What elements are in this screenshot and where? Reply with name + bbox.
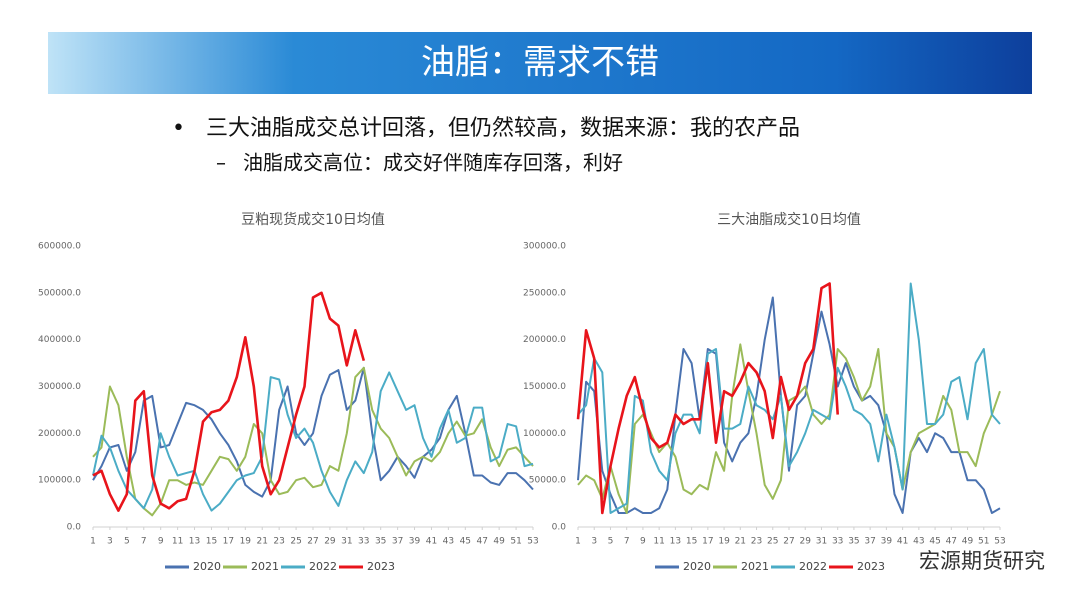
legend-label: 2021 <box>741 560 769 573</box>
chart-title: 豆粕现货成交10日均值 <box>241 211 385 228</box>
x-tick-label: 47 <box>477 537 488 547</box>
slide-title: 油脂：需求不错 <box>421 43 659 83</box>
series-line <box>92 371 534 512</box>
x-tick-label: 43 <box>913 537 924 547</box>
legend-label: 2023 <box>367 560 395 573</box>
x-tick-label: 15 <box>686 537 697 547</box>
x-tick-label: 5 <box>608 537 614 547</box>
series-line <box>92 366 534 498</box>
x-tick-label: 33 <box>358 537 369 547</box>
x-tick-label: 27 <box>307 537 318 547</box>
x-tick-label: 11 <box>172 537 183 547</box>
chart-title: 三大油脂成交10日均值 <box>717 211 861 228</box>
y-tick-label: 250000.0 <box>523 288 566 298</box>
x-tick-label: 17 <box>702 537 713 547</box>
x-tick-label: 31 <box>341 537 352 547</box>
x-tick-label: 33 <box>832 537 843 547</box>
x-tick-label: 37 <box>864 537 875 547</box>
x-tick-label: 25 <box>767 537 778 547</box>
x-tick-label: 41 <box>897 537 908 547</box>
x-tick-label: 21 <box>735 537 746 547</box>
y-tick-label: 150000.0 <box>523 382 566 392</box>
x-tick-label: 25 <box>290 537 301 547</box>
x-tick-label: 1 <box>575 537 581 547</box>
y-tick-label: 0.0 <box>67 523 82 533</box>
x-tick-label: 13 <box>670 537 681 547</box>
x-tick-label: 3 <box>591 537 597 547</box>
x-tick-label: 41 <box>426 537 437 547</box>
y-tick-label: 300000.0 <box>523 242 566 252</box>
legend-label: 2023 <box>857 560 885 573</box>
series-line <box>92 366 534 517</box>
x-tick-label: 19 <box>240 537 252 547</box>
x-tick-label: 29 <box>324 537 336 547</box>
series-line <box>92 291 366 512</box>
series-line <box>576 282 839 515</box>
x-tick-label: 23 <box>273 537 284 547</box>
legend-label: 2021 <box>251 560 279 573</box>
y-tick-label: 200000.0 <box>523 335 566 345</box>
x-tick-label: 37 <box>392 537 403 547</box>
bullet-dot: • <box>172 116 185 141</box>
legend-label: 2020 <box>193 560 221 573</box>
y-tick-label: 50000.0 <box>529 476 566 486</box>
x-tick-label: 35 <box>848 537 859 547</box>
y-tick-label: 300000.0 <box>38 382 81 392</box>
y-tick-label: 600000.0 <box>38 242 81 252</box>
x-tick-label: 49 <box>962 537 974 547</box>
charts: 豆粕现货成交10日均值 0.0 100000.0 200000.0 300000.0 40… <box>38 211 1006 573</box>
x-tick-label: 13 <box>189 537 200 547</box>
x-tick-label: 29 <box>800 537 812 547</box>
series-line <box>577 296 1001 514</box>
y-tick-label: 400000.0 <box>38 335 81 345</box>
x-tick-label: 7 <box>624 537 630 547</box>
x-tick-label: 51 <box>978 537 989 547</box>
x-tick-label: 39 <box>881 537 893 547</box>
bullet: 三大油脂成交总计回落，但仍然较高，数据来源：我的农产品 <box>206 116 800 141</box>
x-tick-label: 39 <box>409 537 421 547</box>
x-tick-label: 49 <box>493 537 505 547</box>
x-tick-label: 21 <box>257 537 268 547</box>
brand: 宏源期货研究 <box>919 549 1045 573</box>
x-tick-label: 3 <box>107 537 113 547</box>
sub-bullet-dash: – <box>216 151 226 175</box>
x-tick-label: 27 <box>783 537 794 547</box>
title-bar <box>48 32 1032 94</box>
y-tick-label: 100000.0 <box>38 476 81 486</box>
x-tick-label: 35 <box>375 537 386 547</box>
x-tick-label: 45 <box>460 537 471 547</box>
x-tick-label: 5 <box>124 537 130 547</box>
x-tick-label: 1 <box>90 537 96 547</box>
x-tick-label: 9 <box>640 537 646 547</box>
x-tick-label: 23 <box>751 537 762 547</box>
x-tick-label: 53 <box>994 537 1005 547</box>
legend-label: 2020 <box>683 560 711 573</box>
x-tick-label: 51 <box>510 537 521 547</box>
y-tick-label: 500000.0 <box>38 288 81 298</box>
series-line <box>577 282 1001 514</box>
y-tick-label: 200000.0 <box>38 429 81 439</box>
x-tick-label: 7 <box>141 537 147 547</box>
legend-label: 2022 <box>309 560 337 573</box>
legend-label: 2022 <box>799 560 827 573</box>
x-tick-label: 9 <box>158 537 164 547</box>
x-tick-label: 19 <box>718 537 730 547</box>
y-tick-label: 100000.0 <box>523 429 566 439</box>
series-line <box>577 343 1001 514</box>
x-tick-label: 15 <box>206 537 217 547</box>
x-tick-label: 53 <box>527 537 538 547</box>
x-tick-label: 31 <box>816 537 827 547</box>
sub-bullet: 油脂成交高位：成交好伴随库存回落，利好 <box>243 151 623 175</box>
x-tick-label: 43 <box>443 537 454 547</box>
x-tick-label: 17 <box>223 537 234 547</box>
x-tick-label: 47 <box>946 537 957 547</box>
y-tick-label: 0.0 <box>552 523 567 533</box>
x-tick-label: 45 <box>929 537 940 547</box>
x-tick-label: 11 <box>653 537 664 547</box>
